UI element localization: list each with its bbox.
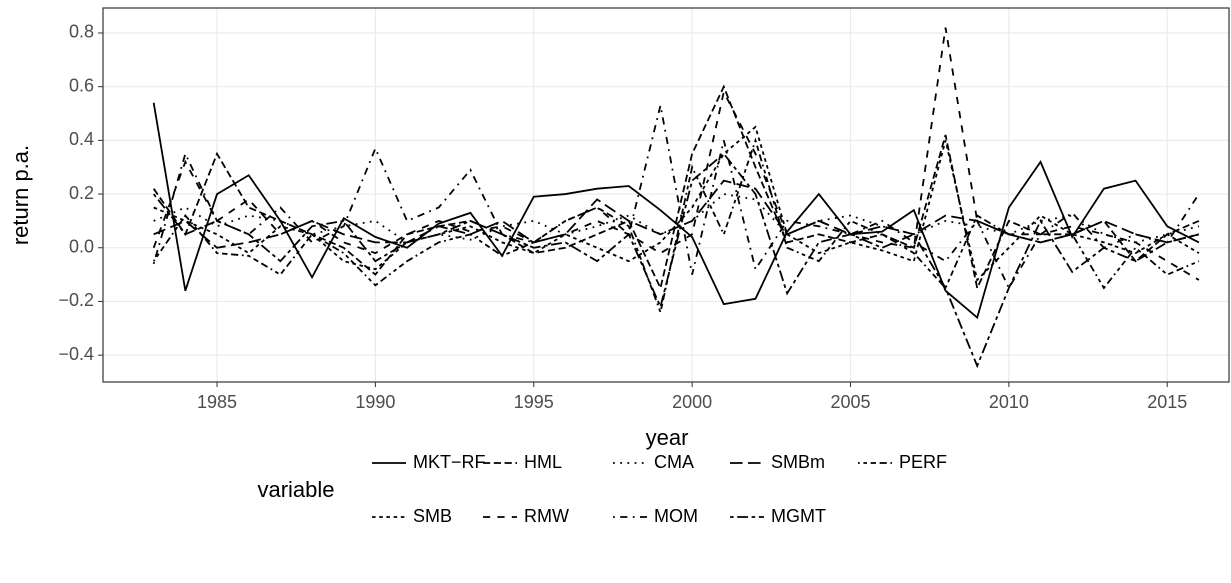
legend-label: RMW bbox=[524, 506, 569, 526]
x-tick-label: 2010 bbox=[989, 392, 1029, 412]
legend-label: MKT−RF bbox=[413, 452, 486, 472]
legend-label: SMB bbox=[413, 506, 452, 526]
series-line bbox=[152, 105, 1200, 290]
series-line bbox=[152, 152, 1200, 369]
x-tick-label: 2000 bbox=[672, 392, 712, 412]
x-tick-label: 2015 bbox=[1147, 392, 1187, 412]
y-tick-label: 0.0 bbox=[69, 237, 94, 257]
legend-label: HML bbox=[524, 452, 562, 472]
y-tick-label: −0.2 bbox=[58, 290, 94, 310]
series-line bbox=[152, 84, 1200, 291]
x-axis-label: year bbox=[646, 425, 689, 450]
series-line bbox=[153, 125, 1200, 282]
y-tick-label: 0.2 bbox=[69, 183, 94, 203]
y-axis-label: return p.a. bbox=[8, 145, 33, 245]
x-tick-label: 1995 bbox=[514, 392, 554, 412]
x-tick-label: 1990 bbox=[355, 392, 395, 412]
legend-label: MOM bbox=[654, 506, 698, 526]
legend-label: MGMT bbox=[771, 506, 826, 526]
y-tick-label: −0.4 bbox=[58, 344, 94, 364]
x-tick-label: 1985 bbox=[197, 392, 237, 412]
legend-label: SMBm bbox=[771, 452, 825, 472]
y-tick-label: 0.6 bbox=[69, 75, 94, 95]
y-tick-label: 0.4 bbox=[69, 129, 94, 149]
y-tick-label: 0.8 bbox=[69, 22, 94, 42]
legend-title: variable bbox=[257, 477, 334, 502]
x-tick-label: 2005 bbox=[830, 392, 870, 412]
legend-label: PERF bbox=[899, 452, 947, 472]
series-line bbox=[152, 137, 1200, 316]
series-line bbox=[153, 193, 1200, 244]
series-line bbox=[152, 102, 1200, 320]
legend-label: CMA bbox=[654, 452, 694, 472]
panel-border bbox=[102, 7, 1230, 383]
